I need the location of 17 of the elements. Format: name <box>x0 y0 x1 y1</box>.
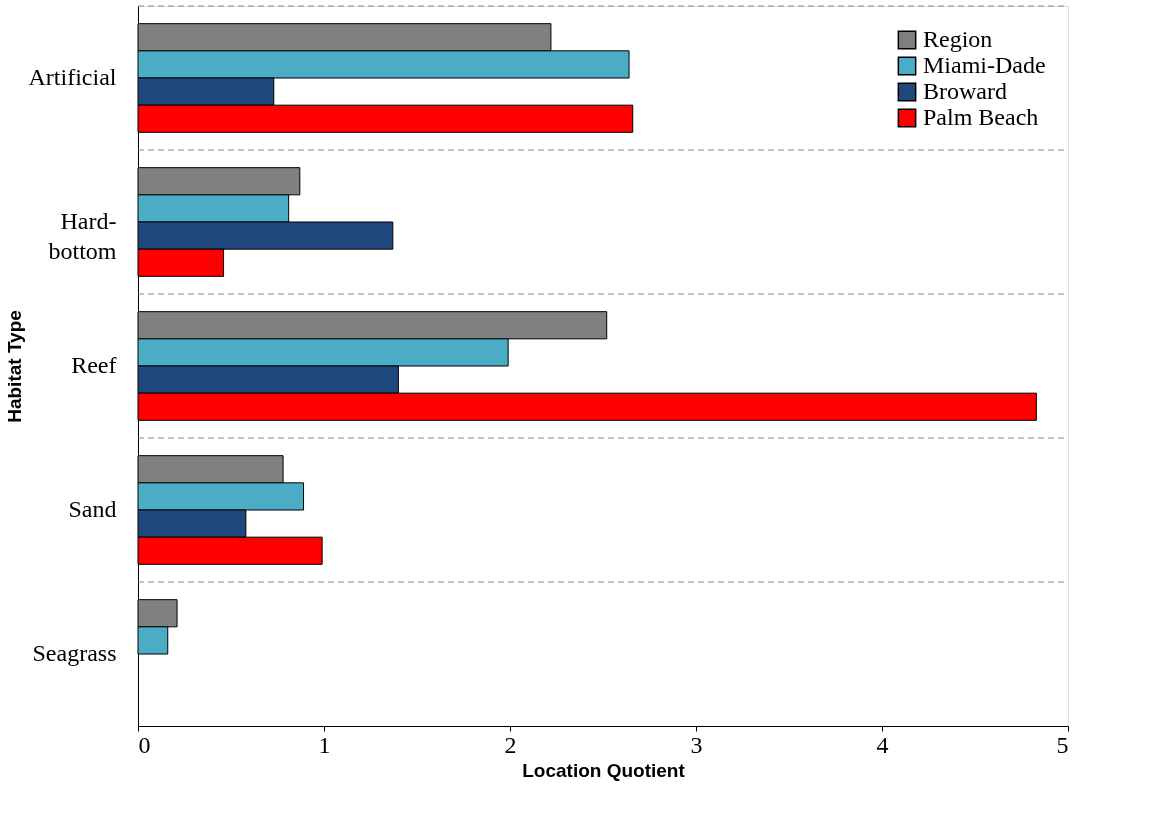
x-axis-title: Location Quotient <box>522 759 686 781</box>
x-tick-label: 2 <box>504 731 517 758</box>
x-tick-label: 4 <box>876 731 889 758</box>
legend-label: Broward <box>923 78 1007 104</box>
y-tick-label: Seagrass <box>32 640 117 666</box>
x-tick-label: 0 <box>138 731 151 758</box>
y-axis-title: Habitat Type <box>3 310 25 423</box>
legend-label: Region <box>923 26 993 52</box>
x-tick-label: 1 <box>318 731 331 758</box>
y-tick-label: Hard-bottom <box>48 208 117 264</box>
y-tick-label: Artificial <box>28 64 117 90</box>
y-tick-label: Sand <box>68 496 117 522</box>
legend-label: Palm Beach <box>923 104 1039 130</box>
y-tick-label: Reef <box>71 352 117 378</box>
x-tick-label: 5 <box>1056 731 1069 758</box>
legend-label: Miami-Dade <box>923 52 1046 78</box>
x-tick-label: 3 <box>690 731 703 758</box>
